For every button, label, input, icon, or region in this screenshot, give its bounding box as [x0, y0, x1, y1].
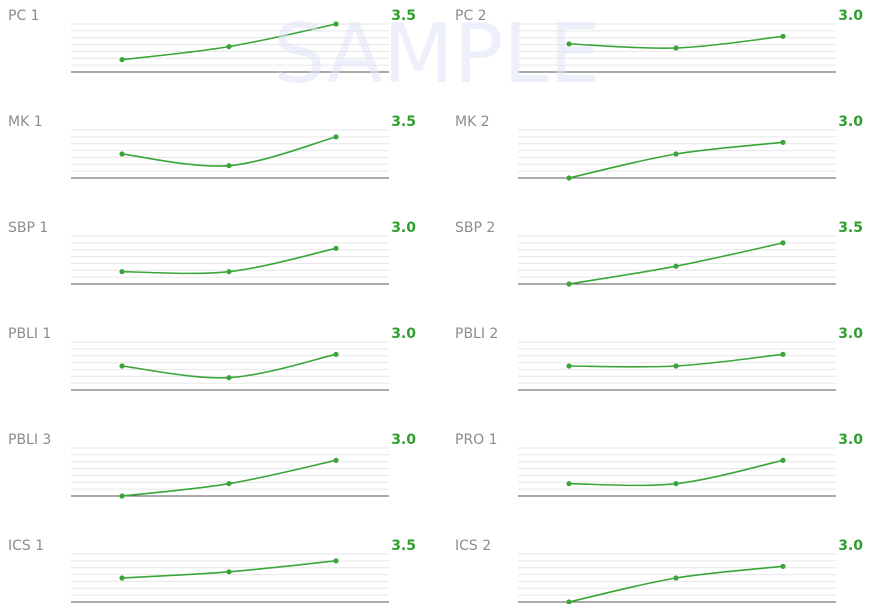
data-point [333, 558, 339, 564]
sparkline-panel: ICS 2 3.0 [455, 538, 863, 604]
series-line [568, 565, 784, 603]
data-point [333, 457, 339, 463]
panel-title: SBP 2 [455, 220, 495, 236]
series-line [121, 136, 337, 167]
data-point [673, 575, 679, 581]
panel-value-label: 3.0 [838, 8, 863, 24]
data-point [673, 263, 679, 269]
data-point [226, 163, 232, 169]
series-line [121, 353, 337, 379]
panel-value-label: 3.5 [391, 538, 416, 554]
panel-value-label: 3.5 [838, 220, 863, 236]
data-point [780, 139, 786, 145]
data-point [566, 41, 572, 47]
sparkline-panel: MK 2 3.0 [455, 114, 863, 181]
sparkline-panel: PBLI 3 3.0 [8, 432, 416, 499]
data-point [566, 363, 572, 369]
panel-title: ICS 1 [8, 538, 44, 554]
panel-title: PBLI 2 [455, 326, 498, 342]
panel-value-label: 3.5 [391, 114, 416, 130]
data-point [673, 151, 679, 157]
sparkline-panel: SBP 2 3.5 [455, 220, 863, 287]
data-point [780, 240, 786, 246]
panel-title: MK 1 [8, 114, 43, 130]
sparkline-panel: PC 2 3.0 [455, 8, 863, 73]
data-point [673, 45, 679, 51]
sparkline-panel: ICS 1 3.5 [8, 538, 416, 603]
panel-value-label: 3.0 [838, 114, 863, 130]
panel-title: MK 2 [455, 114, 490, 130]
data-point [780, 351, 786, 357]
panel-value-label: 3.0 [838, 326, 863, 342]
panel-title: ICS 2 [455, 538, 491, 554]
panel-value-label: 3.0 [391, 432, 416, 448]
data-point [673, 363, 679, 369]
data-point [333, 134, 339, 140]
data-point [780, 563, 786, 569]
data-point [333, 351, 339, 357]
panel-title: PBLI 1 [8, 326, 51, 342]
data-point [566, 599, 572, 604]
data-point [333, 245, 339, 251]
data-point [119, 493, 125, 499]
data-point [780, 33, 786, 39]
watermark-text: SAMPLE [273, 7, 600, 102]
sparkline-panel: PBLI 1 3.0 [8, 326, 416, 391]
data-point [333, 21, 339, 27]
data-point [226, 269, 232, 275]
panel-title: PBLI 3 [8, 432, 51, 448]
panel-value-label: 3.5 [391, 8, 416, 24]
data-point [119, 269, 125, 275]
data-point [566, 481, 572, 487]
series-line [568, 141, 784, 179]
sparkline-panel: MK 1 3.5 [8, 114, 416, 179]
sparkline-panel: PC 1 3.5 [8, 8, 416, 73]
data-point [119, 575, 125, 581]
data-point [226, 375, 232, 381]
data-point [566, 281, 572, 287]
panel-title: PC 2 [455, 8, 487, 24]
sparkline-panel: PBLI 2 3.0 [455, 326, 863, 391]
data-point [566, 175, 572, 181]
data-point [119, 363, 125, 369]
series-line [121, 459, 337, 497]
data-point [119, 57, 125, 63]
data-point [673, 481, 679, 487]
panel-value-label: 3.0 [391, 326, 416, 342]
panel-value-label: 3.0 [838, 432, 863, 448]
data-point [226, 569, 232, 575]
panel-title: PC 1 [8, 8, 40, 24]
data-point [119, 151, 125, 157]
panel-title: SBP 1 [8, 220, 48, 236]
data-point [780, 457, 786, 463]
panel-value-label: 3.0 [391, 220, 416, 236]
sparkline-panel: SBP 1 3.0 [8, 220, 416, 285]
data-point [226, 44, 232, 50]
panel-title: PRO 1 [455, 432, 498, 448]
panel-value-label: 3.0 [838, 538, 863, 554]
data-point [226, 481, 232, 487]
sparkline-panel: PRO 1 3.0 [455, 432, 863, 497]
